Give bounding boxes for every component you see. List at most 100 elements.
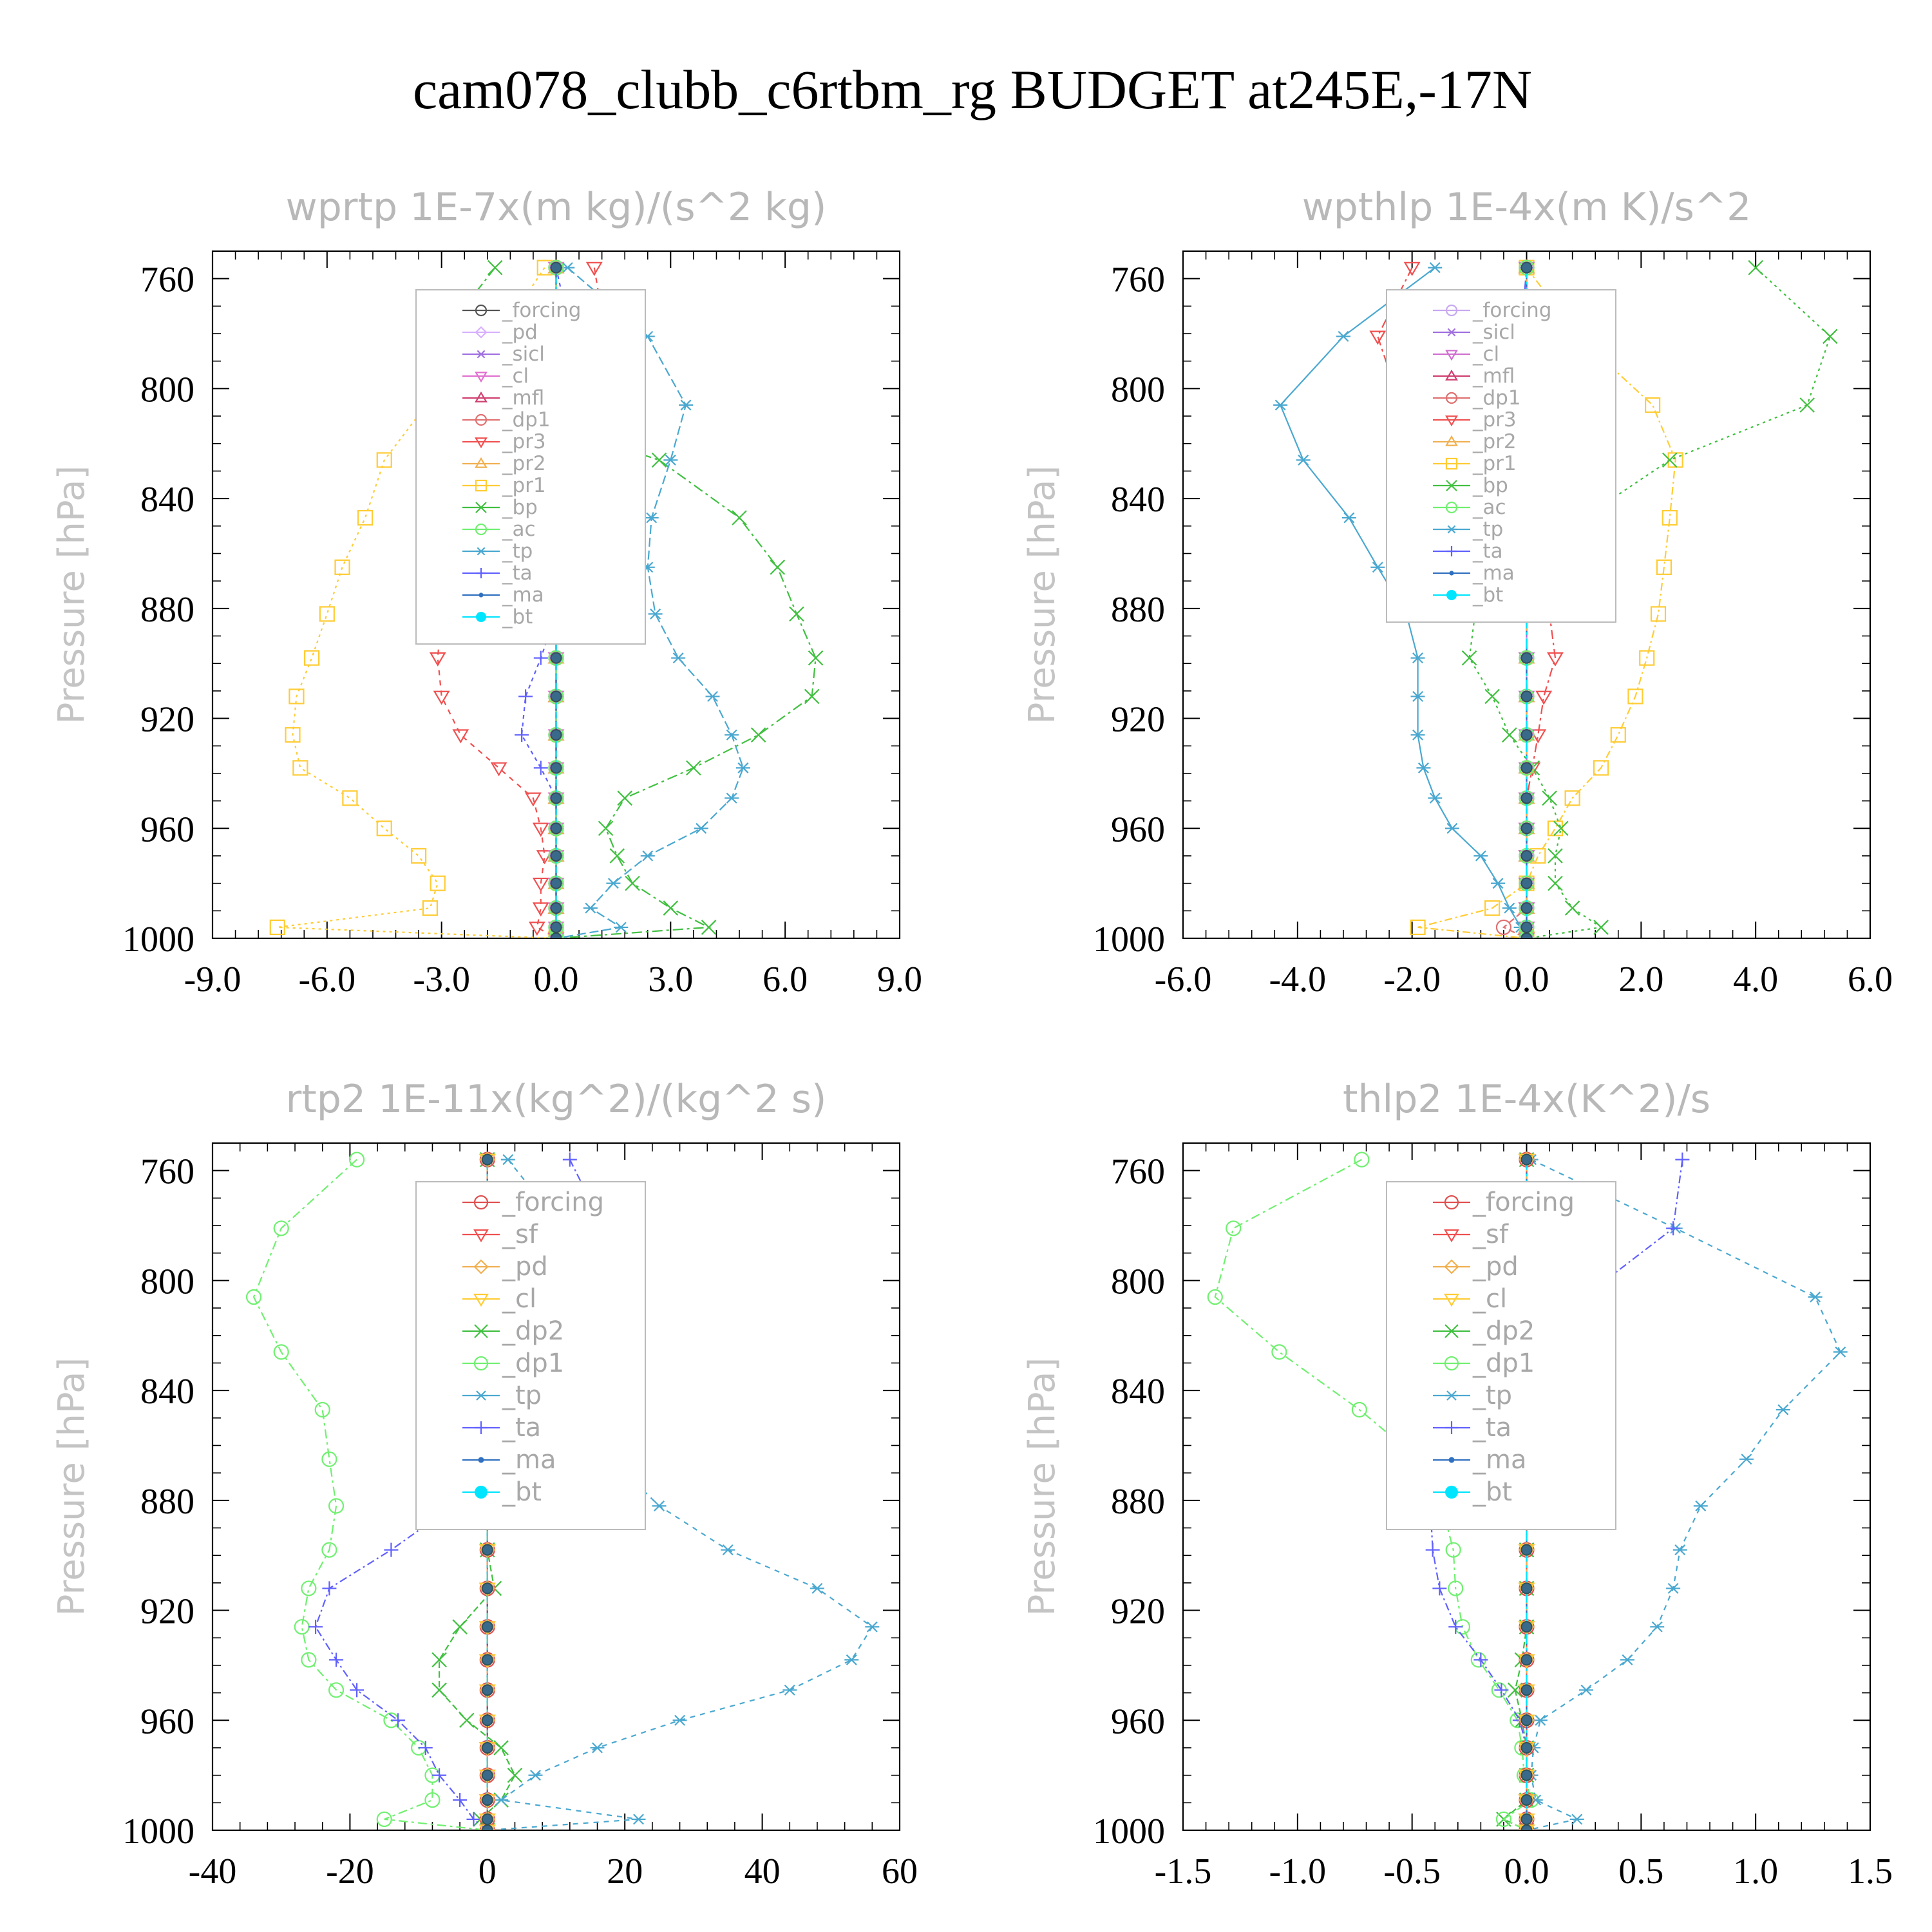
chart-panel-4: thlp2 1E-4x(K^2)/s Pressure [hPa] -1.5 -1.0… <box>1021 1077 1893 1891</box>
center-point <box>1520 690 1533 703</box>
y-tick-label: 920 <box>1111 700 1165 740</box>
legend-marker <box>475 457 488 468</box>
data-point-bp <box>1593 920 1609 935</box>
data-point-ta <box>308 1620 323 1634</box>
center-point <box>481 1654 493 1666</box>
legend-marker <box>474 1324 488 1338</box>
legend-marker <box>1446 546 1457 556</box>
data-point-pr1 <box>292 760 308 776</box>
data-point-dp2 <box>431 1652 447 1668</box>
data-point-pr3 <box>532 822 549 837</box>
legend-marker <box>1448 1457 1455 1463</box>
legend-label: _forcing <box>502 1188 604 1217</box>
data-point-pr1 <box>342 790 358 806</box>
legend-entry: _ta <box>1433 540 1503 563</box>
x-tick-label: 6.0 <box>762 960 808 999</box>
center-point <box>1520 849 1533 862</box>
legend-label: _mfl <box>1472 365 1515 388</box>
data-point-pr3 <box>585 261 603 276</box>
data-point-tp <box>694 822 708 834</box>
y-tick-label: 800 <box>140 370 194 410</box>
center-point <box>481 1769 493 1781</box>
data-point-pr3 <box>429 652 446 667</box>
legend-marker <box>1444 1324 1459 1338</box>
legend-marker <box>478 592 484 598</box>
series-line-bp <box>1468 267 1832 938</box>
chart-panel-3: rtp2 1E-11x(kg^2)/(kg^2 s) Pressure [hPa]… <box>51 1077 918 1891</box>
data-point-dp1 <box>1495 1811 1512 1828</box>
data-point-bp <box>804 688 820 705</box>
y-tick-label: 840 <box>140 480 194 520</box>
legend-entry: _ma <box>1433 562 1515 585</box>
data-point-tp <box>644 512 659 524</box>
legend-label: _dp1 <box>1472 1349 1535 1378</box>
legend-entry: _dp1 <box>462 1349 564 1378</box>
legend-label: _cl <box>1472 343 1499 366</box>
center-point <box>550 849 562 862</box>
center-point <box>481 1153 493 1166</box>
data-point-tp <box>810 1582 824 1594</box>
center-point <box>1520 261 1533 274</box>
data-point-ta <box>1666 1221 1681 1236</box>
y-tick-label: 840 <box>1111 1372 1165 1412</box>
legend-entry: _dp2 <box>462 1316 564 1346</box>
legend-label: _bp <box>1472 474 1508 497</box>
legend-entry: _cl <box>1433 343 1499 366</box>
data-point-tp <box>671 652 686 664</box>
data-point-bp <box>789 606 804 622</box>
legend-marker <box>1444 1229 1459 1243</box>
legend-box <box>1386 1181 1616 1530</box>
center-point <box>1520 792 1533 804</box>
x-tick-label: -2.0 <box>1383 960 1441 999</box>
data-point-tp <box>1473 850 1488 862</box>
legend-entry: _forcing <box>1433 299 1551 322</box>
data-point-bp <box>1822 328 1838 345</box>
legend-marker <box>475 413 488 426</box>
data-point-pr3 <box>490 762 507 777</box>
x-tick-label: 1.5 <box>1848 1852 1893 1891</box>
x-tick-label: 0.0 <box>1504 1852 1549 1891</box>
legend-entry: _forcing <box>462 1188 604 1217</box>
data-point-tp <box>614 922 629 933</box>
legend-marker <box>1444 1259 1459 1274</box>
x-tick-label: -20 <box>326 1852 374 1891</box>
data-point-bp <box>1564 900 1580 916</box>
legend-label: _ma <box>1472 1445 1526 1475</box>
data-point-pr1 <box>289 688 305 705</box>
data-point-ta <box>1675 1152 1690 1167</box>
panel-title: wprtp 1E-7x(m kg)/(s^2 kg) <box>286 185 827 230</box>
data-point-dp1 <box>1271 1344 1287 1360</box>
data-point-tp <box>1410 652 1425 664</box>
y-tick-label: 920 <box>140 1592 194 1632</box>
center-point <box>1520 1582 1533 1595</box>
legend-label: _ma <box>502 583 544 607</box>
legend-marker <box>476 350 486 359</box>
data-point-dp1 <box>1351 1401 1367 1418</box>
y-axis-label: Pressure [hPa] <box>1021 466 1063 724</box>
data-point-pr1 <box>357 509 374 526</box>
legend-label: _ac <box>502 518 536 541</box>
legend-label: _sicl <box>502 343 545 366</box>
legend-label: _dp1 <box>1472 386 1521 410</box>
x-tick-label: 3.0 <box>648 960 693 999</box>
legend-entry: _tp <box>462 540 533 563</box>
data-point-dp2 <box>459 1712 475 1728</box>
y-tick-label: 760 <box>140 260 194 300</box>
x-tick-label: 0 <box>478 1852 497 1891</box>
data-point-pr1 <box>410 848 427 864</box>
data-point-pr1 <box>1650 606 1667 622</box>
y-axis-label: Pressure [hPa] <box>1021 1358 1063 1616</box>
y-tick-label: 760 <box>1111 260 1165 300</box>
data-point-pr3 <box>525 792 542 807</box>
data-point-bp <box>663 900 679 916</box>
data-point-dp1 <box>321 1542 337 1558</box>
data-point-pr1 <box>304 650 320 666</box>
legend-entry: _tp <box>1433 1381 1512 1410</box>
x-tick-label: 0.0 <box>534 960 579 999</box>
data-point-ta <box>533 650 548 665</box>
center-point <box>1520 1741 1533 1754</box>
legend-entry: _dp1 <box>1433 1349 1535 1378</box>
data-point-bp <box>750 727 766 743</box>
data-point-ac <box>1519 760 1535 776</box>
center-point <box>1520 933 1533 938</box>
